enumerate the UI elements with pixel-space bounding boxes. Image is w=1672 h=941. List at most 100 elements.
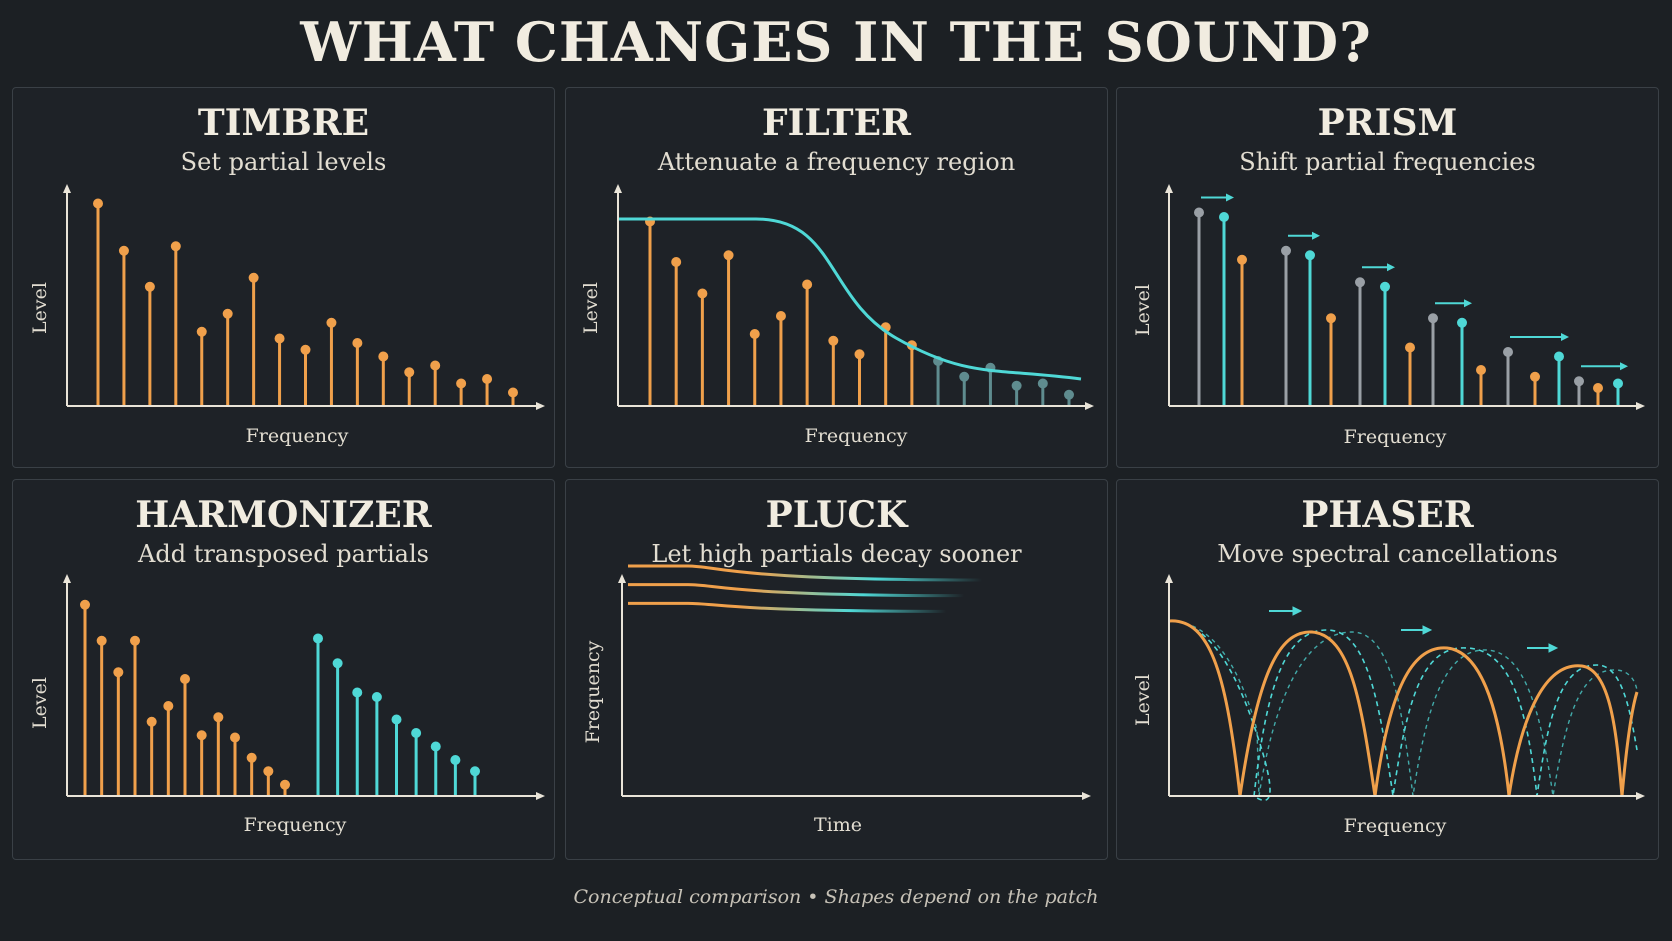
y-axis-label: Level	[29, 677, 51, 729]
partial-stem-dot	[170, 241, 181, 252]
y-axis-label: Level	[1132, 674, 1154, 726]
attenuated-stem-dot	[1011, 380, 1022, 391]
y-axis-arrow	[63, 574, 71, 583]
original-partial-stem-dot	[1194, 207, 1204, 218]
panel-subtitle: Attenuate a frequency region	[657, 148, 1016, 176]
y-axis-arrow	[614, 184, 622, 193]
y-axis-label: Level	[1132, 284, 1154, 336]
partial-stem-dot	[775, 311, 786, 321]
partial-stem-dot	[118, 245, 129, 256]
partial-stem-dot	[196, 326, 207, 337]
stems-group	[1194, 193, 1628, 406]
x-axis-arrow	[1085, 402, 1094, 410]
x-axis-arrow	[536, 792, 545, 800]
partial-stem-dot	[352, 338, 363, 348]
partial-stem-dot	[1237, 254, 1247, 265]
shifted-partial-stem-dot	[1457, 317, 1467, 328]
filter-panel: FILTER Attenuate a frequency region Leve…	[565, 87, 1108, 468]
panel-subtitle: Let high partials decay sooner	[651, 540, 1022, 568]
partial-stem-dot	[802, 279, 813, 290]
y-axis-arrow	[1165, 574, 1173, 583]
partial-stem-dot	[671, 257, 682, 267]
partial-stem-dot	[828, 335, 839, 346]
attenuated-stem-dot	[1037, 378, 1048, 389]
partial-stem-dot	[697, 288, 708, 299]
partial-stem-dot	[1476, 365, 1486, 375]
shift-arrow-head	[1387, 263, 1395, 272]
filter-curve	[618, 217, 1082, 381]
partial-stem-dot	[213, 712, 224, 723]
shift-arrow-head	[1312, 231, 1320, 240]
panel-subtitle: Move spectral cancellations	[1217, 540, 1558, 568]
y-axis-label: Level	[29, 282, 51, 334]
transposed-partial-stem-dot	[371, 692, 382, 702]
partial-stem-dot	[1593, 383, 1603, 393]
partial-stem-dot	[749, 329, 760, 339]
filter-chart: Level Frequency	[580, 184, 1094, 447]
partial-stem-dot	[180, 674, 190, 684]
prism-chart: Level Frequency	[1132, 184, 1645, 448]
phaser-curve	[1168, 619, 1639, 797]
original-partial-stem-dot	[1503, 347, 1513, 357]
shift-arrow-3	[1527, 643, 1559, 653]
y-axis-label: Level	[580, 282, 602, 334]
partial-stem-dot	[1405, 342, 1415, 353]
transposed-partial-stem-dot	[411, 728, 422, 738]
x-axis-label: Frequency	[1344, 815, 1447, 837]
x-axis-arrow	[536, 402, 545, 410]
transposed-partial-stem-dot	[391, 714, 402, 725]
transposed-partial-stem-dot	[332, 658, 343, 669]
x-axis-label: Frequency	[1344, 426, 1447, 448]
transposed-partial-stem-dot	[430, 741, 441, 752]
partial-stem-dot	[280, 779, 290, 790]
timbre-panel: TIMBRE Set partial levels Level Frequenc…	[12, 87, 555, 468]
partial-stem-dot	[222, 308, 233, 319]
panel-subtitle: Set partial levels	[180, 148, 387, 176]
original-partial-stem-dot	[1355, 277, 1365, 288]
partial-decay-line	[628, 583, 965, 598]
y-axis-label: Frequency	[582, 640, 604, 743]
partial-decay-line	[628, 601, 947, 613]
x-axis-arrow	[1082, 792, 1091, 800]
harmonizer-chart: Level Frequency	[29, 574, 545, 836]
pluck-panel: PLUCK Let high partials decay sooner Fre…	[565, 479, 1108, 860]
partial-stem-dot	[300, 344, 311, 355]
shifted-partial-stem-dot	[1380, 281, 1390, 292]
stems-group	[645, 216, 1074, 406]
phaser-panel: PHASER Move spectral cancellations Level…	[1116, 479, 1659, 860]
partial-stem-dot	[326, 317, 337, 328]
stems-group	[93, 198, 518, 406]
x-axis-label: Frequency	[244, 814, 347, 836]
shift-arrow-1	[1269, 606, 1303, 616]
stems-group	[80, 599, 480, 796]
y-axis-arrow	[618, 574, 626, 583]
shift-arrow-head	[1226, 193, 1234, 202]
panel-subtitle: Shift partial frequencies	[1239, 148, 1536, 176]
panel-title: FILTER	[762, 102, 911, 144]
phaser-shifted-curve-1	[1168, 620, 1638, 802]
x-axis-label: Time	[814, 814, 862, 836]
partial-stem-dot	[404, 367, 415, 378]
partial-stem-dot	[230, 732, 240, 743]
partial-stem-dot	[723, 250, 734, 261]
partial-decay-line	[628, 564, 983, 582]
partial-stem-dot	[263, 766, 274, 777]
partial-stem-dot	[378, 351, 389, 362]
partial-stem-dot	[144, 281, 155, 292]
attenuated-stem-dot	[959, 371, 970, 382]
original-partial-stem-dot	[1281, 245, 1291, 256]
partial-stem-dot	[1530, 371, 1540, 382]
partial-stem-dot	[113, 667, 124, 678]
main-title: WHAT CHANGES IN THE SOUND?	[300, 10, 1372, 74]
partial-stem-dot	[130, 635, 140, 646]
panel-title: PHASER	[1301, 494, 1474, 536]
partial-stem-dot	[274, 333, 285, 344]
timbre-chart: Level Frequency	[29, 184, 545, 447]
partial-stem-dot	[93, 198, 103, 209]
partial-stem-dot	[482, 374, 493, 384]
decay-lines-group	[628, 564, 983, 736]
transposed-partial-stem-dot	[352, 687, 363, 698]
panel-title: PLUCK	[765, 494, 908, 536]
shifted-partial-stem-dot	[1219, 212, 1229, 222]
phaser-shifted-curve-2	[1168, 620, 1638, 797]
